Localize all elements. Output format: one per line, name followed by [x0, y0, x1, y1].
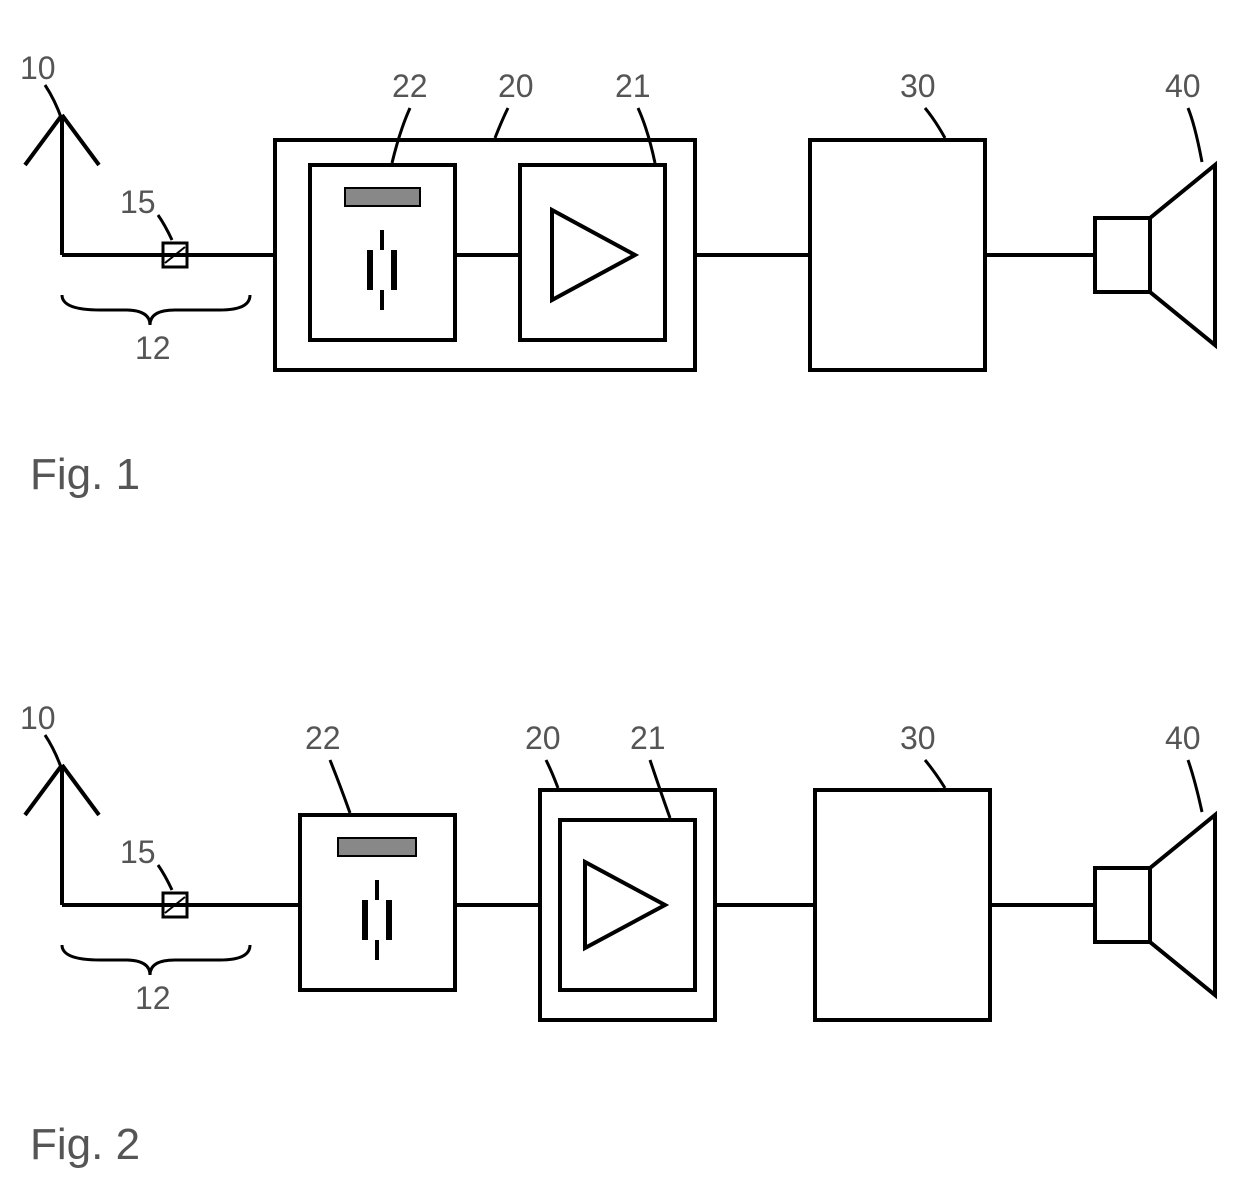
- processing-block-30-fig2: [815, 790, 990, 1020]
- resistor-symbol-2: [338, 838, 416, 856]
- capacitor-symbol-2: [365, 880, 389, 960]
- figure-2-svg: [0, 0, 1240, 1203]
- bracket-12-fig2: [62, 945, 250, 975]
- leader-10-fig2: [45, 735, 62, 770]
- label-12-fig2: 12: [135, 980, 171, 1017]
- container-block-20-fig2: [540, 790, 715, 1020]
- label-10-fig2: 10: [20, 700, 56, 737]
- figure-2-caption: Fig. 2: [30, 1120, 140, 1170]
- leader-40-fig2: [1188, 760, 1202, 812]
- leader-15-fig2: [158, 865, 172, 890]
- label-30-fig2: 30: [900, 720, 936, 757]
- speaker-symbol-2: [1095, 815, 1215, 995]
- leader-22-fig2: [330, 760, 350, 813]
- amplifier-block-21-fig2: [560, 820, 695, 990]
- label-15-fig2: 15: [120, 834, 156, 871]
- label-20-fig2: 20: [525, 720, 561, 757]
- leader-30-fig2: [925, 760, 945, 788]
- amplifier-triangle-2: [585, 862, 665, 948]
- label-40-fig2: 40: [1165, 720, 1201, 757]
- label-22-fig2: 22: [305, 720, 341, 757]
- leader-20-fig2: [546, 760, 558, 788]
- antenna-symbol-2: [25, 765, 99, 905]
- label-21-fig2: 21: [630, 720, 666, 757]
